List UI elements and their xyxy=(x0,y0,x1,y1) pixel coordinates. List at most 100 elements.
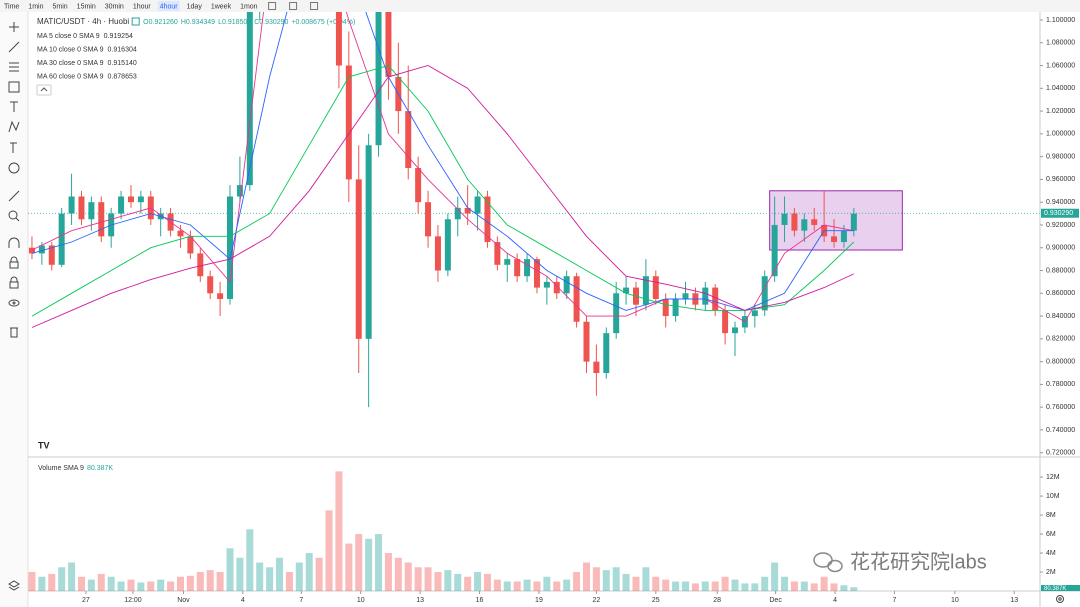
collapse-legend-button[interactable] xyxy=(36,84,52,96)
toolbar-icon[interactable] xyxy=(310,2,319,10)
candle-body xyxy=(187,236,194,254)
candle-body xyxy=(484,196,491,243)
pattern-tool[interactable] xyxy=(8,120,20,133)
y-tick-label: 0.940000 xyxy=(1046,199,1075,206)
layers-tool[interactable] xyxy=(8,580,20,591)
candle-body xyxy=(454,207,461,220)
volume-bar xyxy=(602,570,610,591)
y-tick-label: 1.080000 xyxy=(1046,40,1075,47)
volume-bar xyxy=(790,581,798,591)
candle-body xyxy=(78,196,85,220)
x-tick-label: 22 xyxy=(592,597,600,604)
ruler-tool[interactable] xyxy=(8,190,20,202)
candle-body xyxy=(662,298,669,317)
volume-bar xyxy=(147,581,155,591)
volume-bar xyxy=(691,583,699,591)
ohlc-value: +0.008675 (+0.94%) xyxy=(291,19,355,26)
candle-body xyxy=(732,327,739,334)
interval-button[interactable]: 1day xyxy=(187,3,203,10)
volume-bar xyxy=(117,581,125,591)
interval-button[interactable]: 1mon xyxy=(240,3,258,10)
ohlc-value: H0.934349 xyxy=(181,19,215,26)
candle-body xyxy=(623,287,630,294)
volume-bar xyxy=(256,562,264,591)
magnet-tool[interactable] xyxy=(8,237,20,248)
interval-button[interactable]: 1hour xyxy=(133,3,152,10)
volume-last-label: 80.387K xyxy=(1044,586,1066,592)
volume-bar xyxy=(384,553,392,591)
zoom-tool[interactable] xyxy=(8,210,20,222)
volume-bar xyxy=(493,579,501,591)
candle-body xyxy=(504,259,511,265)
candle-body xyxy=(593,361,600,374)
volume-bar xyxy=(612,567,620,591)
volume-bar xyxy=(77,576,85,591)
interval-button[interactable]: 4hour xyxy=(160,3,179,10)
prediction-tool[interactable] xyxy=(10,142,17,153)
delete-tool[interactable] xyxy=(10,327,18,338)
trendline-tool[interactable] xyxy=(8,41,20,53)
text-tool[interactable] xyxy=(10,101,18,112)
chart-visibility-icon xyxy=(131,17,140,26)
chart-title: MATIC/USDT · 4h · Huobi xyxy=(37,17,129,26)
interval-button[interactable]: 30min xyxy=(105,3,124,10)
candle-body xyxy=(781,213,788,225)
candle-body xyxy=(405,111,412,169)
candle-body xyxy=(246,12,253,186)
volume-bar xyxy=(394,557,402,591)
y-tick-label: 0.800000 xyxy=(1046,358,1075,365)
y-tick-label: 1.000000 xyxy=(1046,131,1075,138)
volume-bar xyxy=(28,572,36,591)
y-tick-label: 1.040000 xyxy=(1046,85,1075,92)
interval-button[interactable]: 1week xyxy=(211,3,232,10)
interval-button[interactable]: 1min xyxy=(28,3,43,10)
candle-body xyxy=(533,259,540,288)
candle-body xyxy=(365,145,372,339)
candle-body xyxy=(791,213,798,231)
y-tick-label: 0.780000 xyxy=(1046,381,1075,388)
volume-bar xyxy=(345,543,353,591)
volume-bar xyxy=(582,562,590,591)
candle-body xyxy=(583,321,590,362)
candle-body xyxy=(444,219,451,271)
volume-bar xyxy=(444,570,452,591)
emoji-tool[interactable] xyxy=(8,162,20,174)
indicator-legend-value: 0.878653 xyxy=(108,73,137,80)
volume-bar xyxy=(58,567,66,591)
toolbar-icon[interactable] xyxy=(289,2,298,10)
lock-drawing-tool[interactable] xyxy=(9,256,19,269)
candle-body xyxy=(722,310,729,334)
candle-body xyxy=(38,245,45,254)
fib-tool[interactable] xyxy=(9,62,19,72)
interval-button[interactable]: Time xyxy=(4,3,19,10)
y-tick-label: 0.900000 xyxy=(1046,245,1075,252)
x-tick-label: 10 xyxy=(951,597,959,604)
volume-bar xyxy=(741,583,749,591)
price-pane xyxy=(28,12,1040,408)
candle-body xyxy=(236,185,243,197)
visibility-tool[interactable] xyxy=(8,299,20,307)
y-tick-label: 0.840000 xyxy=(1046,313,1075,320)
candle-body xyxy=(434,236,441,271)
y-tick-label: 0.820000 xyxy=(1046,336,1075,343)
interval-button[interactable]: 5min xyxy=(52,3,67,10)
candle-body xyxy=(464,207,471,214)
crosshair-tool[interactable] xyxy=(9,22,19,32)
volume-bar xyxy=(216,572,224,591)
lock-tool[interactable] xyxy=(9,276,19,289)
volume-bar xyxy=(276,557,284,591)
settings-button[interactable] xyxy=(1056,595,1064,603)
volume-bar xyxy=(48,573,56,591)
y-tick-label: 0.720000 xyxy=(1046,450,1075,457)
volume-bar xyxy=(592,567,600,591)
interval-button[interactable]: 15min xyxy=(77,3,96,10)
toolbar-icon[interactable] xyxy=(268,2,277,10)
volume-bar xyxy=(850,587,858,591)
shape-tool[interactable] xyxy=(8,81,20,93)
volume-bar xyxy=(711,581,719,591)
x-tick-label: 19 xyxy=(535,597,543,604)
candle-body xyxy=(88,202,95,220)
volume-bar xyxy=(305,553,313,591)
volume-bar xyxy=(672,581,680,591)
candle-body xyxy=(68,196,75,214)
